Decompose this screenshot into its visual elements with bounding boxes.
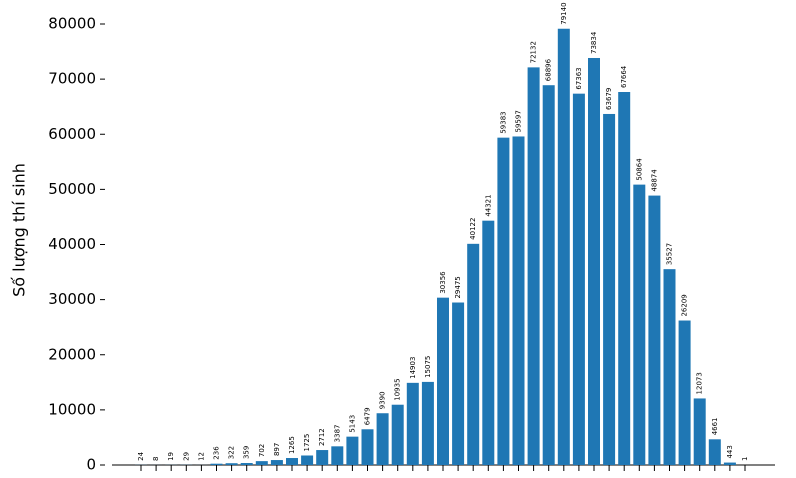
bar <box>708 439 721 465</box>
value-label: 322 <box>228 446 236 459</box>
y-tick-label: 50000 <box>48 180 96 198</box>
bar <box>663 269 676 465</box>
value-label: 68896 <box>545 58 553 81</box>
y-tick-label: 10000 <box>48 400 96 418</box>
bar <box>316 450 329 465</box>
y-tick-label: 70000 <box>48 70 96 88</box>
y-tick-label: 40000 <box>48 235 96 253</box>
value-label: 8 <box>152 456 160 460</box>
bar <box>588 57 600 465</box>
value-label: 2712 <box>318 428 326 446</box>
value-label: 50864 <box>635 158 643 181</box>
value-label: 15075 <box>424 356 432 378</box>
bar <box>467 243 480 465</box>
bar <box>361 429 374 465</box>
value-label: 67664 <box>620 65 628 88</box>
value-label: 6479 <box>364 407 372 425</box>
bar <box>210 463 223 465</box>
bar <box>240 463 253 465</box>
bar <box>452 302 465 465</box>
bar <box>693 398 706 465</box>
y-axis-label: Số lượng thí sinh <box>10 163 29 297</box>
value-label: 59597 <box>515 110 523 132</box>
bar <box>497 137 510 465</box>
y-tick-label: 20000 <box>48 345 96 363</box>
value-label: 63679 <box>605 88 613 110</box>
value-label: 1 <box>741 457 749 461</box>
bar <box>391 404 404 465</box>
value-label: 12 <box>197 452 205 461</box>
value-label: 9390 <box>379 391 387 409</box>
bar <box>406 382 419 465</box>
bar <box>572 93 585 465</box>
bar <box>482 220 495 465</box>
bar <box>618 92 631 465</box>
value-label: 3387 <box>333 425 341 443</box>
bar <box>542 85 555 465</box>
value-label: 72132 <box>530 41 538 63</box>
value-label: 67363 <box>575 67 583 89</box>
bar <box>678 320 691 465</box>
value-label: 29475 <box>454 276 462 298</box>
y-tick-label: 30000 <box>48 290 96 308</box>
bar <box>633 184 646 466</box>
bar <box>270 460 283 465</box>
value-label: 443 <box>726 445 734 458</box>
value-label: 12073 <box>696 372 704 394</box>
value-label: 1725 <box>303 434 311 452</box>
value-label: 30356 <box>439 271 447 294</box>
bar <box>286 458 298 465</box>
y-tick-label: 0 <box>86 456 96 474</box>
value-label: 26209 <box>681 294 689 316</box>
value-label: 14903 <box>409 357 417 379</box>
value-label: 19 <box>167 452 175 461</box>
bar <box>723 462 736 465</box>
y-tick-label: 80000 <box>48 15 96 33</box>
value-label: 5143 <box>348 415 356 433</box>
value-label: 59383 <box>499 111 507 133</box>
bar <box>437 297 449 465</box>
value-label: 48874 <box>650 169 658 192</box>
value-label: 29 <box>182 452 190 461</box>
y-tick-label: 60000 <box>48 125 96 143</box>
value-label: 10935 <box>394 378 402 400</box>
value-label: 897 <box>273 443 281 456</box>
bar <box>376 413 389 465</box>
bar <box>331 446 344 465</box>
value-label: 4661 <box>711 417 719 435</box>
bar <box>255 461 268 465</box>
value-label: 359 <box>243 446 251 459</box>
value-label: 40122 <box>469 218 477 240</box>
bar <box>301 455 314 465</box>
bar <box>527 67 540 466</box>
value-label: 35527 <box>666 243 674 265</box>
bar <box>648 195 661 465</box>
value-label: 44321 <box>484 194 492 216</box>
bar <box>557 28 570 465</box>
value-label: 24 <box>137 451 145 460</box>
value-label: 702 <box>258 444 266 457</box>
value-label: 1265 <box>288 436 296 454</box>
bar <box>512 136 525 465</box>
value-label: 79140 <box>560 2 568 24</box>
value-label: 73834 <box>590 31 598 54</box>
value-label: 236 <box>213 446 221 460</box>
bar <box>421 381 434 465</box>
bar <box>603 113 616 465</box>
bar <box>225 463 238 465</box>
bar <box>346 436 359 465</box>
